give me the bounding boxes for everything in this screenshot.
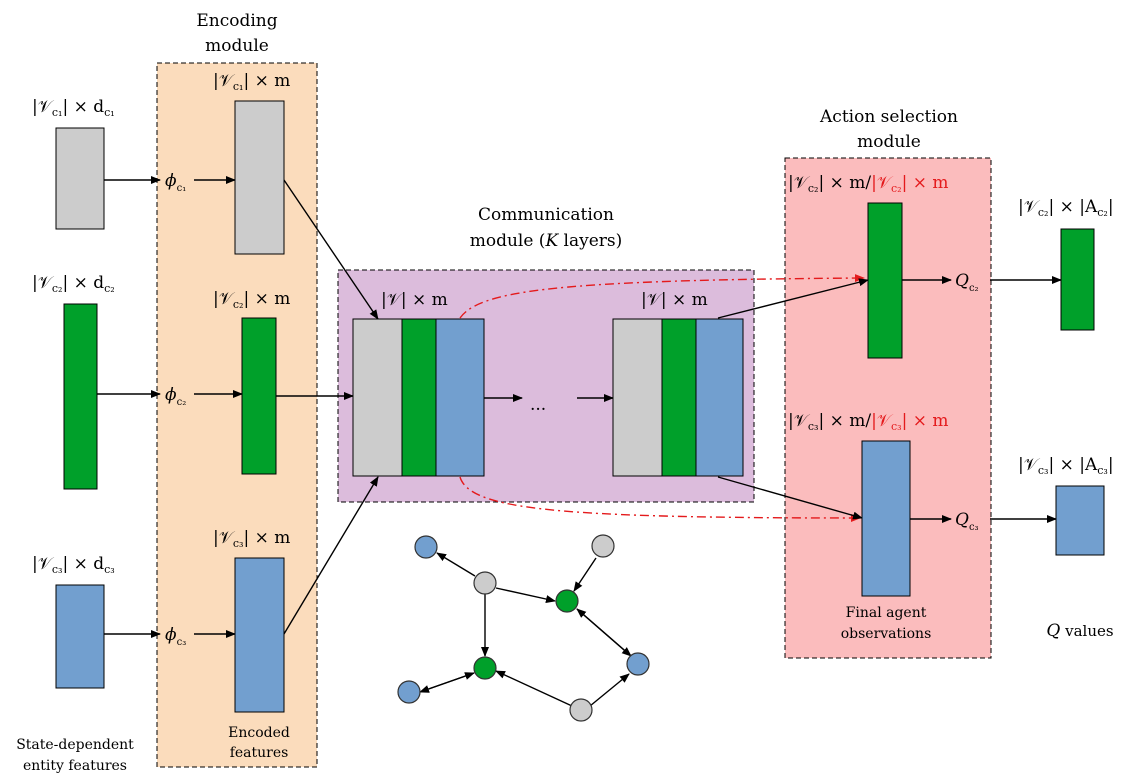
communication-module-title-line2: module (K layers) <box>470 231 623 251</box>
q-c3-label: Qc₃ <box>955 510 979 533</box>
encoded-c2-features <box>241 317 277 475</box>
comm-layerK-grey-segment <box>612 318 663 477</box>
encoded-c3-features <box>234 557 285 713</box>
action-module-title-line2: module <box>857 132 921 152</box>
action-module-title-line1: Action selection <box>819 107 958 127</box>
graph-edge <box>495 670 573 707</box>
final-obs-caption-line1: Final agent <box>846 605 927 621</box>
graph-edge <box>436 552 476 577</box>
final-observation-c2 <box>867 202 903 359</box>
encoded-caption-line2: features <box>230 745 289 761</box>
encoded-c1-features <box>234 100 285 255</box>
graph-node-blue <box>626 652 650 676</box>
comm-layer1-grey-segment <box>352 318 403 477</box>
graph-node-grey <box>591 534 615 558</box>
entity-graph <box>397 534 650 722</box>
output-c3-label: |𝒱c₃| × |Ac₃| <box>1018 455 1114 477</box>
encoder-phi-c1: ϕc₁ <box>165 171 186 194</box>
graph-node-blue <box>414 535 438 559</box>
input-c1-features <box>55 127 105 230</box>
output-c2-label: |𝒱c₂| × |Ac₂| <box>1018 197 1114 219</box>
q-values-caption: Q values <box>1046 621 1113 641</box>
graph-node-blue <box>397 680 421 704</box>
final-observation-c3 <box>861 440 911 597</box>
final-obs-caption-line2: observations <box>841 626 932 642</box>
graph-edge <box>419 672 475 693</box>
comm-layer1-label: |𝒱| × m <box>381 290 448 310</box>
encoded-c3-label: |𝒱c₃| × m <box>213 528 290 550</box>
skip-connection-c2 <box>459 274 865 319</box>
input-caption-line2: entity features <box>23 758 127 774</box>
encoded-c2-label: |𝒱c₂| × m <box>213 289 290 311</box>
action-c2-label: |𝒱c₂| × m/|𝒱c₂| × m <box>788 173 948 195</box>
input-c2-label: |𝒱c₂| × dc₂ <box>32 273 115 295</box>
graph-edge <box>589 673 630 707</box>
comm-layer1-green-segment <box>401 318 437 477</box>
action-c3-label: |𝒱c₃| × m/|𝒱c₃| × m <box>788 411 948 433</box>
communication-module-title-line1: Communication <box>478 205 614 225</box>
graph-node-grey <box>473 571 497 595</box>
comm-ellipsis: ... <box>530 395 546 415</box>
arrow-right-icon <box>283 476 379 635</box>
encoded-c1-label: |𝒱c₁| × m <box>213 71 290 93</box>
graph-node-grey <box>569 698 593 722</box>
encoding-module-title-line2: module <box>205 36 269 56</box>
arrow-right-icon <box>283 179 379 320</box>
arrow-right-icon <box>717 476 863 520</box>
encoded-caption-line1: Encoded <box>228 725 290 741</box>
graph-node-green <box>555 589 579 613</box>
input-caption-line1: State-dependent <box>16 737 134 753</box>
encoder-phi-c3: ϕc₃ <box>165 625 186 648</box>
input-c3-features <box>55 584 105 689</box>
output-c3-qvalues <box>1055 485 1105 556</box>
skip-connection-c3 <box>459 476 861 522</box>
graph-edge <box>573 557 597 592</box>
input-c2-features <box>63 303 98 490</box>
graph-edge <box>576 608 632 657</box>
input-c3-label: |𝒱c₃| × dc₃ <box>32 554 115 576</box>
graph-node-green <box>473 656 497 680</box>
comm-layer1-blue-segment <box>435 318 485 477</box>
encoding-module-title-line1: Encoding <box>196 11 277 31</box>
output-c2-qvalues <box>1060 228 1095 331</box>
encoder-phi-c2: ϕc₂ <box>165 385 186 408</box>
comm-layerK-label: |𝒱| × m <box>641 290 708 310</box>
comm-layerK-blue-segment <box>695 318 744 477</box>
arrow-right-icon <box>717 278 869 319</box>
comm-layerK-green-segment <box>661 318 697 477</box>
graph-edge <box>495 587 556 603</box>
input-c1-label: |𝒱c₁| × dc₁ <box>32 97 115 119</box>
q-c2-label: Qc₂ <box>955 271 979 294</box>
